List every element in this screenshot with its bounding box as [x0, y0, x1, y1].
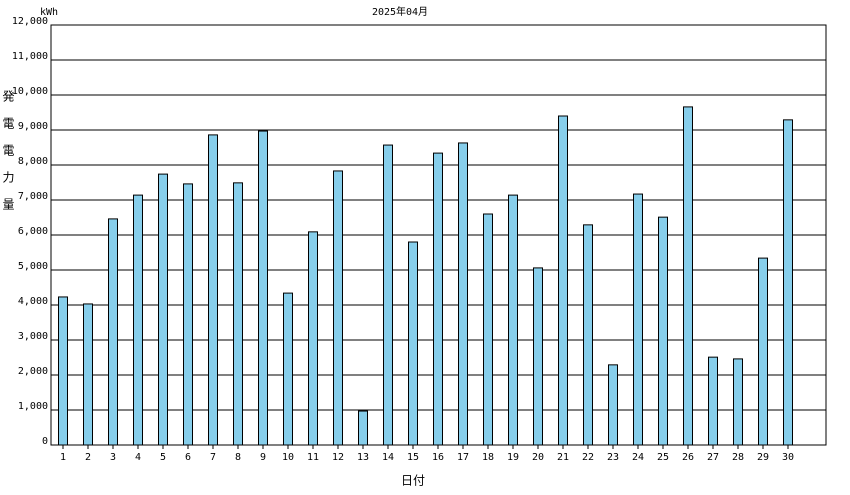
x-tick-label: 8 [235, 452, 241, 463]
x-tick-label: 15 [407, 452, 419, 463]
bar [508, 194, 518, 446]
bar [158, 173, 168, 446]
x-tick-label: 12 [332, 452, 344, 463]
bar [358, 410, 368, 446]
x-tick-label: 18 [482, 452, 494, 463]
bar [183, 183, 193, 446]
x-tick-label: 27 [707, 452, 719, 463]
bar [308, 231, 318, 446]
bar [458, 142, 468, 446]
y-tick-label: 7,000 [18, 191, 48, 202]
bar [533, 267, 543, 446]
x-axis-label: 日付 [401, 474, 425, 488]
y-tick-label: 3,000 [18, 331, 48, 342]
bar [633, 193, 643, 446]
x-tick-label: 26 [682, 452, 694, 463]
bar [783, 119, 793, 446]
y-axis-label: 発電電力量 [1, 90, 15, 225]
bar [283, 292, 293, 446]
bar [733, 358, 743, 446]
bar [433, 152, 443, 446]
x-tick-label: 1 [60, 452, 66, 463]
x-tick-label: 14 [382, 452, 394, 463]
x-tick-label: 25 [657, 452, 669, 463]
x-tick-label: 22 [582, 452, 594, 463]
x-tick-label: 2 [85, 452, 91, 463]
x-tick-label: 6 [185, 452, 191, 463]
bar [658, 216, 668, 446]
x-tick-label: 23 [607, 452, 619, 463]
bar [58, 296, 68, 446]
bar [108, 218, 118, 446]
y-tick-label: 8,000 [18, 156, 48, 167]
x-tick-label: 10 [282, 452, 294, 463]
x-tick-label: 5 [160, 452, 166, 463]
x-tick-label: 19 [507, 452, 519, 463]
bar [408, 241, 418, 446]
bar [258, 130, 268, 446]
bar [583, 224, 593, 446]
y-tick-label: 12,000 [12, 16, 48, 27]
x-tick-label: 17 [457, 452, 469, 463]
y-tick-label: 6,000 [18, 226, 48, 237]
x-tick-label: 28 [732, 452, 744, 463]
x-tick-label: 20 [532, 452, 544, 463]
x-tick-label: 21 [557, 452, 569, 463]
x-tick-label: 29 [757, 452, 769, 463]
bar [758, 257, 768, 446]
bar [483, 213, 493, 446]
bar [683, 106, 693, 446]
x-tick-label: 9 [260, 452, 266, 463]
y-tick-label: 4,000 [18, 296, 48, 307]
bar [558, 115, 568, 446]
chart-title: 2025年04月 [372, 5, 428, 18]
bar [233, 182, 243, 446]
x-tick-label: 16 [432, 452, 444, 463]
bar [133, 194, 143, 446]
bar [333, 170, 343, 446]
bar [708, 356, 718, 446]
x-tick-label: 4 [135, 452, 141, 463]
x-tick-label: 30 [782, 452, 794, 463]
y-tick-label: 2,000 [18, 366, 48, 377]
x-tick-label: 13 [357, 452, 369, 463]
x-tick-label: 3 [110, 452, 116, 463]
y-tick-label: 5,000 [18, 261, 48, 272]
bar [383, 144, 393, 446]
bar [608, 364, 618, 446]
bar [208, 134, 218, 446]
x-tick-label: 11 [307, 452, 319, 463]
y-tick-label: 10,000 [12, 86, 48, 97]
y-tick-label: 9,000 [18, 121, 48, 132]
unit-label: kWh [40, 7, 58, 18]
y-tick-label: 0 [42, 436, 48, 447]
y-tick-label: 11,000 [12, 51, 48, 62]
y-tick-label: 1,000 [18, 401, 48, 412]
bar [83, 303, 93, 446]
x-tick-label: 24 [632, 452, 644, 463]
x-tick-label: 7 [210, 452, 216, 463]
